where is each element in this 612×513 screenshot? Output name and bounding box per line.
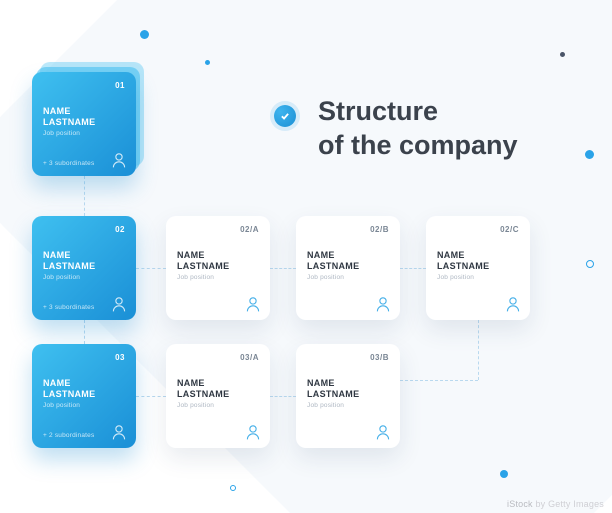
card-name: NAME LASTNAME — [43, 378, 95, 401]
card-number: 01 — [115, 81, 125, 90]
card-number: 02 — [115, 225, 125, 234]
connector — [478, 320, 479, 380]
org-card-03: 03 NAME LASTNAME Job position + 2 subord… — [32, 344, 136, 448]
name-last: LASTNAME — [177, 389, 229, 399]
card-subordinates: + 3 subordinates — [43, 304, 94, 311]
card-name: NAME LASTNAME — [307, 378, 359, 401]
name-first: NAME — [43, 378, 71, 388]
card-name: NAME LASTNAME — [43, 106, 95, 129]
card-name: NAME LASTNAME — [307, 250, 359, 273]
name-first: NAME — [43, 250, 71, 260]
page-title: Structure of the company — [318, 95, 518, 163]
person-icon — [112, 424, 126, 440]
card-number: 02/C — [500, 225, 519, 234]
name-first: NAME — [177, 250, 205, 260]
decor-dot — [140, 30, 149, 39]
card-number: 02/A — [240, 225, 259, 234]
connector — [400, 380, 478, 381]
connector — [136, 396, 166, 397]
name-last: LASTNAME — [307, 261, 359, 271]
name-last: LASTNAME — [43, 389, 95, 399]
name-first: NAME — [177, 378, 205, 388]
card-name: NAME LASTNAME — [177, 378, 229, 401]
org-card-02a: 02/A NAME LASTNAME Job position — [166, 216, 270, 320]
card-job: Job position — [177, 274, 214, 281]
name-last: LASTNAME — [177, 261, 229, 271]
person-icon — [376, 296, 390, 312]
name-first: NAME — [307, 250, 335, 260]
card-job: Job position — [43, 130, 80, 137]
card-job: Job position — [177, 402, 214, 409]
person-icon — [376, 424, 390, 440]
person-icon — [246, 424, 260, 440]
watermark-rest: by Getty Images — [533, 499, 604, 509]
card-number: 03/B — [370, 353, 389, 362]
card-subordinates: + 2 subordinates — [43, 432, 94, 439]
decor-dot — [205, 60, 210, 65]
decor-dot — [500, 470, 508, 478]
org-chart-stage: Structure of the company 01 NAME LASTNAM… — [0, 0, 612, 513]
watermark: iStock by Getty Images — [507, 499, 604, 509]
org-card-03b: 03/B NAME LASTNAME Job position — [296, 344, 400, 448]
connector — [270, 268, 296, 269]
name-first: NAME — [307, 378, 335, 388]
person-icon — [112, 152, 126, 168]
org-card-01: 01 NAME LASTNAME Job position + 3 subord… — [32, 72, 136, 176]
card-number: 03/A — [240, 353, 259, 362]
card-name: NAME LASTNAME — [43, 250, 95, 273]
check-badge-icon — [274, 105, 296, 127]
card-number: 02/B — [370, 225, 389, 234]
connector — [400, 268, 426, 269]
org-card-02b: 02/B NAME LASTNAME Job position — [296, 216, 400, 320]
name-last: LASTNAME — [43, 261, 95, 271]
name-first: NAME — [437, 250, 465, 260]
decor-ring — [586, 260, 594, 268]
title-line-1: Structure — [318, 95, 518, 129]
org-card-02c: 02/C NAME LASTNAME Job position — [426, 216, 530, 320]
card-job: Job position — [307, 402, 344, 409]
card-name: NAME LASTNAME — [177, 250, 229, 273]
name-first: NAME — [43, 106, 71, 116]
card-number: 03 — [115, 353, 125, 362]
title-line-2: of the company — [318, 129, 518, 163]
name-last: LASTNAME — [43, 117, 95, 127]
connector — [84, 320, 85, 344]
person-icon — [506, 296, 520, 312]
connector — [84, 176, 85, 216]
watermark-brand: iStock — [507, 499, 533, 509]
card-name: NAME LASTNAME — [437, 250, 489, 273]
connector — [136, 268, 166, 269]
card-job: Job position — [437, 274, 474, 281]
connector — [270, 396, 296, 397]
card-job: Job position — [43, 402, 80, 409]
card-subordinates: + 3 subordinates — [43, 160, 94, 167]
person-icon — [112, 296, 126, 312]
person-icon — [246, 296, 260, 312]
decor-dot — [560, 52, 565, 57]
card-job: Job position — [43, 274, 80, 281]
card-job: Job position — [307, 274, 344, 281]
org-card-03a: 03/A NAME LASTNAME Job position — [166, 344, 270, 448]
name-last: LASTNAME — [307, 389, 359, 399]
decor-ring — [230, 485, 236, 491]
decor-dot — [585, 150, 594, 159]
name-last: LASTNAME — [437, 261, 489, 271]
org-card-02: 02 NAME LASTNAME Job position + 3 subord… — [32, 216, 136, 320]
